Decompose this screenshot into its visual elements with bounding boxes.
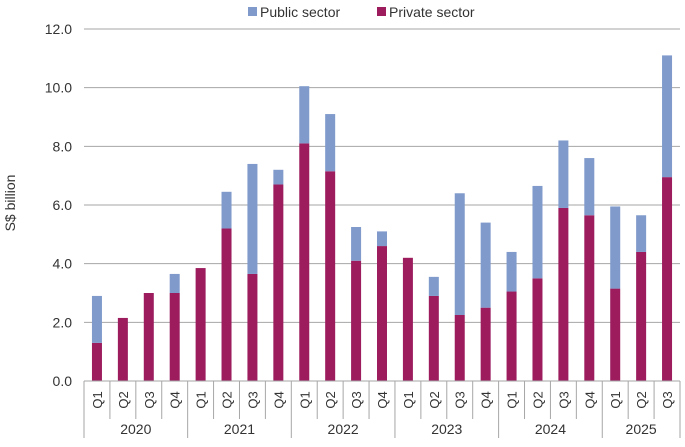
bar-public-sector (221, 191, 232, 229)
x-tick-label: Q3 (453, 391, 468, 408)
y-tick-label: 10.0 (45, 80, 72, 96)
bar-private-sector (195, 268, 206, 381)
legend: Public sector Private sector (248, 4, 475, 20)
legend-label: Public sector (260, 4, 340, 20)
bar-private-sector (506, 291, 517, 381)
bar-private-sector (143, 293, 154, 381)
x-tick-label: Q2 (530, 391, 545, 408)
year-label: 2023 (431, 421, 462, 437)
x-tick-label: Q2 (323, 391, 338, 408)
legend-swatch (248, 7, 257, 16)
x-tick-label: Q4 (375, 391, 390, 408)
year-label: 2020 (120, 421, 151, 437)
x-tick-label: Q4 (582, 391, 597, 408)
x-tick-label: Q4 (479, 391, 494, 408)
bar-public-sector (273, 169, 284, 185)
x-tick-label: Q1 (297, 391, 312, 408)
x-tick-label: Q2 (116, 391, 131, 408)
bar-public-sector (325, 114, 336, 172)
x-tick-label: Q1 (505, 391, 520, 408)
y-tick-label: 12.0 (45, 21, 72, 37)
y-tick-label: 4.0 (53, 256, 73, 272)
x-tick-label: Q4 (271, 391, 286, 408)
bar-public-sector (299, 86, 310, 144)
x-tick-label: Q4 (168, 391, 183, 408)
x-tick-label: Q3 (142, 391, 157, 408)
y-tick-label: 0.0 (53, 373, 73, 389)
bar-private-sector (428, 295, 439, 381)
y-tick-label: 2.0 (53, 314, 73, 330)
x-tick-label: Q1 (608, 391, 623, 408)
x-tick-label: Q3 (660, 391, 675, 408)
bar-public-sector (351, 227, 362, 261)
legend-label: Private sector (389, 4, 475, 20)
y-axis: 0.0 2.0 4.0 6.0 8.0 10.0 12.0 (45, 21, 72, 389)
x-tick-label: Q3 (556, 391, 571, 408)
bar-private-sector (377, 246, 387, 381)
year-label: 2021 (224, 421, 255, 437)
bar-private-sector (91, 342, 102, 381)
bar-public-sector (636, 215, 647, 252)
bar-public-sector (662, 55, 673, 178)
bars (91, 55, 673, 381)
bar-private-sector (402, 257, 413, 381)
y-tick-label: 6.0 (53, 197, 73, 213)
bar-private-sector (584, 215, 595, 381)
x-axis: Q1 Q2 Q3 Q4 Q1 Q2 Q3 Q4 Q1 Q2 Q3 Q4 Q1 Q2 Q3 Q4 Q1 Q2 Q3 Q4… (83, 380, 681, 438)
bar-public-sector (532, 185, 543, 279)
bar-public-sector (610, 206, 621, 289)
x-tick-label: Q3 (349, 391, 364, 408)
bar-public-sector (91, 295, 102, 343)
bar-private-sector (325, 171, 336, 381)
year-label: 2025 (626, 421, 657, 437)
bar-public-sector (377, 231, 387, 247)
bar-private-sector (169, 293, 180, 381)
bar-private-sector (221, 228, 232, 381)
bar-private-sector (273, 184, 284, 381)
x-tick-label: Q2 (220, 391, 235, 408)
bar-private-sector (247, 273, 258, 381)
bar-private-sector (662, 177, 673, 381)
x-tick-label: Q1 (401, 391, 416, 408)
bar-public-sector (584, 158, 595, 216)
bar-public-sector (428, 276, 439, 296)
x-tick-label: Q1 (194, 391, 209, 408)
legend-swatch (377, 7, 386, 16)
x-tick-label: Q1 (90, 391, 105, 408)
bar-private-sector (636, 251, 647, 381)
bar-public-sector (247, 163, 258, 274)
y-tick-label: 8.0 (53, 138, 73, 154)
bar-private-sector (558, 207, 569, 381)
x-tick-label: Q2 (427, 391, 442, 408)
bar-private-sector (610, 288, 621, 381)
bar-public-sector (480, 222, 491, 308)
bar-public-sector (506, 251, 517, 292)
year-label: 2024 (535, 421, 566, 437)
x-tick-label: Q2 (634, 391, 649, 408)
x-tick-label: Q3 (245, 391, 260, 408)
bar-private-sector (480, 307, 491, 381)
bar-private-sector (351, 260, 362, 381)
y-axis-label: S$ billion (2, 175, 18, 232)
bar-public-sector (454, 193, 465, 315)
year-label: 2022 (328, 421, 359, 437)
bar-private-sector (299, 143, 310, 381)
bar-private-sector (117, 317, 128, 381)
bar-private-sector (532, 278, 543, 381)
bar-public-sector (558, 140, 569, 208)
bar-public-sector (169, 273, 180, 293)
bar-private-sector (454, 315, 465, 381)
